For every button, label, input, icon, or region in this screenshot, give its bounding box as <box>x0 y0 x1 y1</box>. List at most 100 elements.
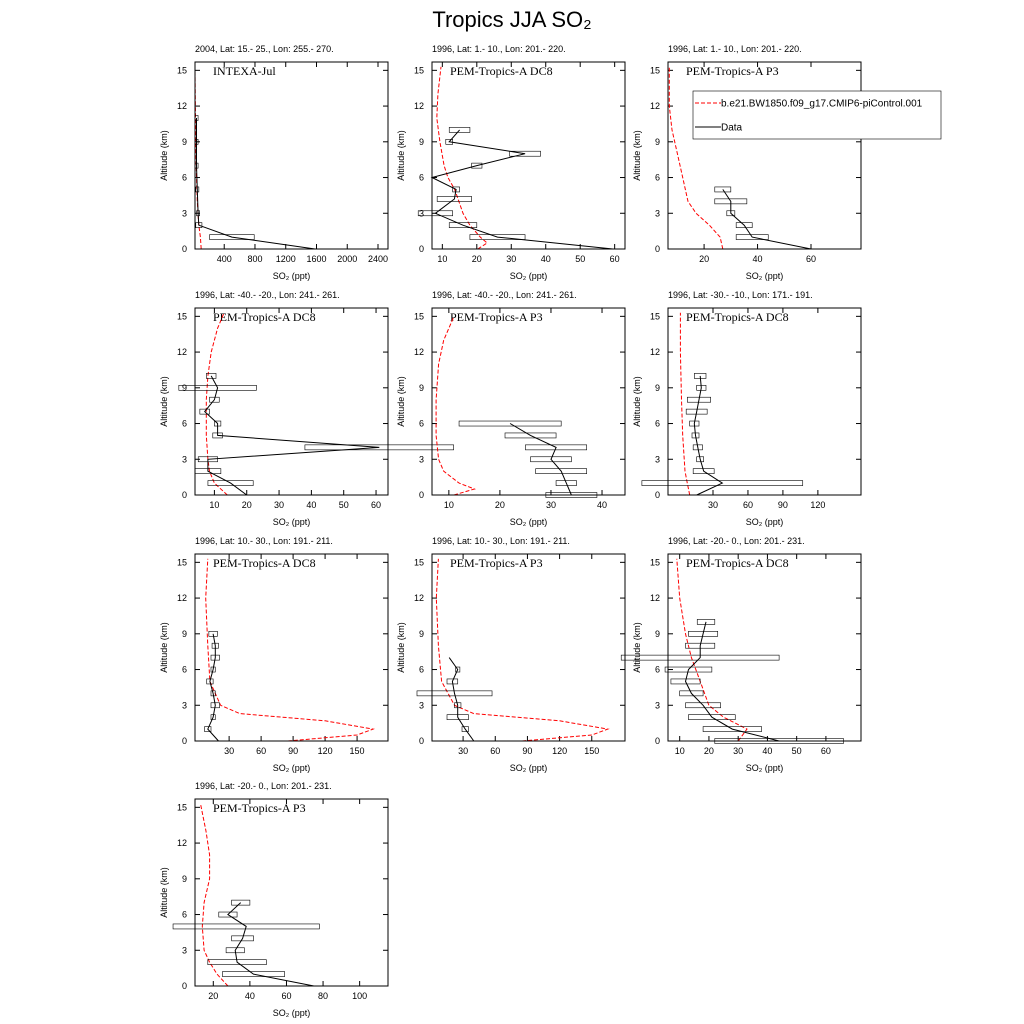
error-box <box>209 396 220 403</box>
model-line <box>194 70 202 250</box>
x-tick-label: 30 <box>506 254 516 264</box>
error-box <box>555 480 577 486</box>
error-box <box>208 631 218 637</box>
x-tick-label: 60 <box>610 254 620 264</box>
plot-frame <box>194 553 389 742</box>
y-tick-label: 12 <box>177 347 187 357</box>
y-tick-label: 15 <box>177 557 187 567</box>
error-box <box>445 139 453 145</box>
x-tick-label: 60 <box>256 746 266 756</box>
data-line <box>448 657 475 742</box>
y-tick-label: 12 <box>414 101 424 111</box>
y-tick-label: 15 <box>650 65 660 75</box>
error-box <box>620 654 780 661</box>
model-line <box>668 66 724 250</box>
annotation: PEM-Tropics-A DC8 <box>686 310 789 324</box>
annotation: INTEXA-Jul <box>213 64 276 78</box>
y-tick-label: 9 <box>655 137 660 147</box>
panel-title: 1996, Lat: 10.- 30., Lon: 191.- 211. <box>195 536 333 546</box>
y-tick-label: 0 <box>182 244 187 254</box>
plot-frame <box>431 61 626 250</box>
x-tick-label: 40 <box>762 746 772 756</box>
x-tick-label: 60 <box>806 254 816 264</box>
y-tick-label: 6 <box>182 419 187 429</box>
x-axis-label: SO₂ (ppt) <box>273 763 311 773</box>
error-box <box>679 690 704 697</box>
x-tick-label: 40 <box>306 500 316 510</box>
panel-title: 1996, Lat: -20.- 0., Lon: 201.- 231. <box>195 781 332 791</box>
error-box <box>702 726 762 732</box>
error-box <box>446 714 469 720</box>
error-box <box>436 196 472 202</box>
error-box <box>448 127 471 133</box>
error-box <box>452 186 460 193</box>
error-box <box>446 678 459 685</box>
y-tick-label: 3 <box>655 208 660 218</box>
x-tick-label: 40 <box>541 254 551 264</box>
error-box <box>525 444 588 451</box>
error-box <box>209 234 255 240</box>
y-tick-label: 9 <box>419 383 424 393</box>
y-tick-label: 0 <box>655 490 660 500</box>
error-box <box>214 420 222 427</box>
x-axis-label: SO₂ (ppt) <box>510 271 548 281</box>
x-tick-label: 20 <box>495 500 505 510</box>
y-tick-label: 0 <box>182 736 187 746</box>
y-tick-label: 15 <box>650 311 660 321</box>
x-tick-label: 800 <box>247 254 262 264</box>
x-axis-label: SO₂ (ppt) <box>746 271 784 281</box>
annotation: PEM-Tropics-A DC8 <box>213 310 316 324</box>
x-tick-label: 30 <box>458 746 468 756</box>
y-tick-label: 0 <box>182 490 187 500</box>
annotation: PEM-Tropics-A DC8 <box>450 64 553 78</box>
y-tick-label: 12 <box>177 838 187 848</box>
y-tick-label: 15 <box>177 65 187 75</box>
model-line <box>435 558 610 742</box>
panel-title: 1996, Lat: -20.- 0., Lon: 201.- 231. <box>668 536 805 546</box>
y-tick-label: 3 <box>182 945 187 955</box>
model-line <box>679 312 691 496</box>
x-tick-label: 40 <box>597 500 607 510</box>
error-box <box>196 210 200 217</box>
y-axis-label: Altitude (km) <box>632 376 642 427</box>
error-box <box>206 678 214 685</box>
panel-title: 1996, Lat: -40.- -20., Lon: 241.- 261. <box>432 290 577 300</box>
x-tick-label: 150 <box>350 746 365 756</box>
error-box <box>696 619 716 625</box>
x-tick-label: 10 <box>209 500 219 510</box>
y-tick-label: 3 <box>419 454 424 464</box>
x-tick-label: 60 <box>490 746 500 756</box>
error-box <box>210 714 216 720</box>
error-box <box>218 911 238 918</box>
error-box <box>692 468 715 474</box>
data-line <box>227 902 314 987</box>
error-box <box>206 373 217 379</box>
error-box <box>222 971 285 977</box>
plot-frame <box>194 61 389 250</box>
y-tick-label: 3 <box>655 700 660 710</box>
error-box <box>535 468 588 474</box>
annotation: PEM-Tropics-A DC8 <box>213 556 316 570</box>
error-box <box>210 690 216 697</box>
error-box <box>685 408 708 415</box>
x-axis-label: SO₂ (ppt) <box>273 517 311 527</box>
y-tick-label: 0 <box>182 981 187 991</box>
model-line <box>435 316 476 496</box>
x-axis-label: SO₂ (ppt) <box>273 1008 311 1018</box>
y-tick-label: 3 <box>655 454 660 464</box>
error-box <box>178 385 257 391</box>
model-line <box>436 66 488 250</box>
x-axis-label: SO₂ (ppt) <box>746 517 784 527</box>
data-line <box>430 129 613 250</box>
legend-label: b.e21.BW1850.f09_g17.CMIP6-piControl.001 <box>721 99 923 110</box>
y-tick-label: 6 <box>182 173 187 183</box>
model-line <box>205 558 376 742</box>
x-tick-label: 20 <box>242 500 252 510</box>
x-tick-label: 60 <box>281 991 291 1001</box>
x-tick-label: 60 <box>743 500 753 510</box>
panel-title: 2004, Lat: 15.- 25., Lon: 255.- 270. <box>195 44 334 54</box>
y-tick-label: 12 <box>177 101 187 111</box>
annotation: PEM-Tropics-A P3 <box>686 64 779 78</box>
x-tick-label: 90 <box>288 746 298 756</box>
